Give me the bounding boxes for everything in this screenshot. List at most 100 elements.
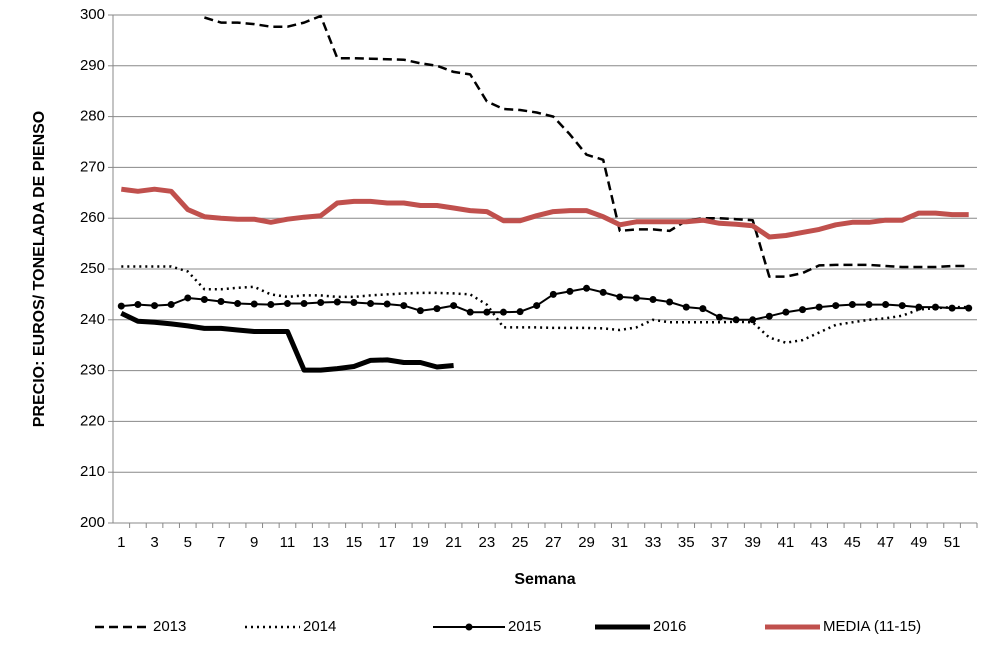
point	[616, 293, 624, 301]
series-line	[121, 287, 969, 321]
point	[765, 312, 773, 320]
point	[217, 298, 225, 306]
point	[350, 299, 358, 307]
point	[599, 288, 607, 296]
point	[965, 304, 973, 312]
point	[732, 316, 740, 324]
point	[499, 308, 507, 316]
point	[416, 307, 424, 315]
legend-label: 2014	[303, 618, 336, 635]
y-tick-label: 250	[80, 260, 105, 277]
series-line	[120, 186, 969, 240]
x-tick-label: 11	[280, 534, 296, 551]
y-tick-label: 210	[80, 463, 105, 480]
y-tick-label: 260	[80, 209, 105, 226]
point	[250, 300, 258, 308]
y-tick-label: 220	[80, 412, 105, 429]
point	[533, 302, 541, 310]
x-tick-label: 31	[611, 534, 628, 551]
legend-label: 2015	[508, 618, 541, 635]
y-tick-label: 230	[80, 362, 105, 379]
legend-marker	[465, 623, 473, 631]
x-tick-label: 33	[645, 534, 662, 551]
point	[882, 301, 890, 309]
point	[832, 302, 840, 310]
point	[283, 300, 291, 308]
point	[865, 301, 873, 309]
x-tick-label: 25	[512, 534, 529, 551]
point	[516, 308, 524, 316]
x-tick-label: 19	[412, 534, 429, 551]
point	[632, 294, 640, 302]
x-tick-label: 51	[944, 534, 961, 551]
point	[848, 301, 856, 309]
series-line	[121, 265, 969, 344]
x-tick-label: 39	[744, 534, 761, 551]
point	[300, 300, 308, 308]
point	[799, 306, 807, 314]
series-line	[120, 310, 454, 373]
x-tick-label: 21	[445, 534, 462, 551]
x-tick-label: 7	[217, 534, 225, 551]
x-tick-label: 29	[578, 534, 595, 551]
point	[898, 302, 906, 310]
point	[450, 302, 458, 310]
y-axis-title: PRECIO: EUROS/ TONELADA DE PIENSO	[31, 111, 48, 427]
x-tick-label: 17	[379, 534, 396, 551]
series-line	[204, 14, 969, 278]
x-tick-label: 3	[150, 534, 158, 551]
point	[749, 316, 757, 324]
point	[583, 284, 591, 292]
point	[117, 302, 125, 310]
legend-label: 2016	[653, 618, 686, 635]
x-tick-label: 41	[778, 534, 795, 551]
x-tick-label: 15	[346, 534, 363, 551]
point	[367, 300, 375, 308]
y-tick-label: 280	[80, 108, 105, 125]
y-tick-label: 270	[80, 158, 105, 175]
point	[948, 304, 956, 312]
point	[566, 287, 574, 295]
point	[699, 305, 707, 313]
point	[649, 295, 657, 303]
point	[134, 301, 142, 309]
point	[682, 303, 690, 311]
x-axis-title: Semana	[514, 571, 575, 588]
point	[184, 294, 192, 302]
point	[151, 302, 159, 310]
point	[317, 299, 325, 307]
x-tick-label: 49	[911, 534, 928, 551]
point	[466, 308, 474, 316]
x-tick-label: 9	[250, 534, 258, 551]
x-tick-label: 43	[811, 534, 828, 551]
y-tick-label: 300	[80, 6, 105, 23]
point	[931, 303, 939, 311]
point	[815, 303, 823, 311]
x-tick-label: 1	[117, 534, 125, 551]
x-tick-label: 5	[184, 534, 192, 551]
y-tick-label: 200	[80, 514, 105, 531]
point	[400, 302, 408, 310]
point	[666, 298, 674, 306]
point	[267, 301, 275, 309]
x-tick-label: 27	[545, 534, 562, 551]
legend-label: MEDIA (11-15)	[823, 618, 921, 635]
point	[715, 313, 723, 321]
y-tick-label: 240	[80, 311, 105, 328]
point	[782, 308, 790, 316]
x-tick-label: 45	[844, 534, 861, 551]
point	[549, 290, 557, 298]
point	[383, 300, 391, 308]
legend-label: 2013	[153, 618, 186, 635]
point	[483, 308, 491, 316]
point	[433, 305, 441, 313]
x-tick-label: 47	[877, 534, 894, 551]
point	[167, 301, 175, 309]
point	[915, 303, 923, 311]
point	[333, 298, 341, 306]
x-tick-label: 37	[711, 534, 728, 551]
x-tick-label: 23	[479, 534, 496, 551]
y-tick-label: 290	[80, 57, 105, 74]
x-tick-label: 13	[312, 534, 329, 551]
